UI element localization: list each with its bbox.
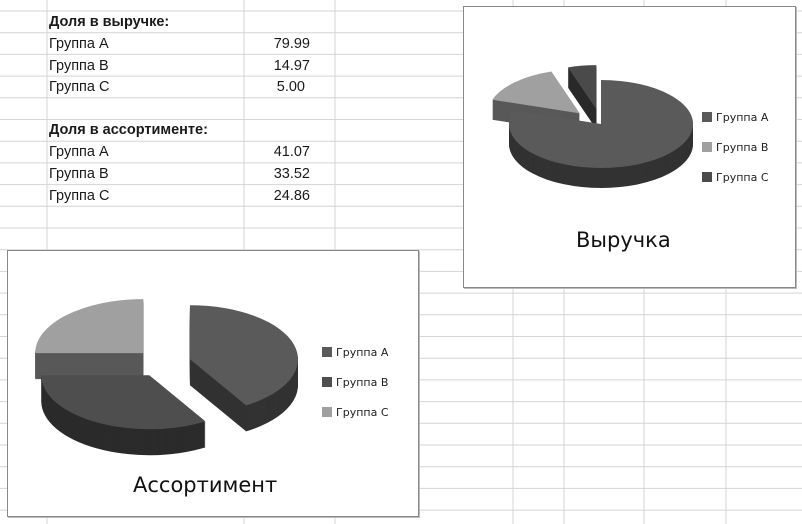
legend-swatch [702, 112, 712, 122]
assortment-value-c[interactable]: 24.86 [273, 188, 310, 204]
pie-slice-b[interactable] [492, 71, 580, 114]
legend-swatch [702, 142, 712, 152]
assortment-legend: Группа A Группа B Группа C [322, 337, 389, 427]
legend-label: Группа C [336, 405, 389, 419]
revenue-value-b[interactable]: 14.97 [273, 58, 310, 74]
assortment-chart[interactable]: Группа A Группа B Группа C Ассортимент [7, 250, 419, 517]
assortment-header[interactable]: Доля в ассортименте: [49, 122, 208, 138]
revenue-label-c[interactable]: Группа C [49, 79, 110, 95]
assortment-label-c[interactable]: Группа C [49, 188, 110, 204]
pie-slice-c[interactable] [35, 299, 144, 354]
legend-item-c: Группа C [702, 162, 769, 192]
legend-swatch [322, 407, 332, 417]
chart-title[interactable]: Ассортимент [133, 473, 278, 497]
legend-item-b: Группа B [702, 132, 769, 162]
legend-item-c: Группа C [322, 397, 389, 427]
revenue-pie [492, 65, 693, 188]
legend-label: Группа C [716, 170, 769, 184]
assortment-pie [35, 299, 298, 456]
pie-slice-a[interactable] [189, 305, 298, 406]
assortment-label-b[interactable]: Группа B [49, 166, 109, 182]
legend-label: Группа A [336, 345, 389, 359]
revenue-label-a[interactable]: Группа A [49, 36, 109, 52]
pie-slice-b[interactable] [41, 375, 206, 430]
legend-label: Группа B [716, 140, 769, 154]
revenue-label-b[interactable]: Группа B [49, 58, 109, 74]
chart-title[interactable]: Выручка [576, 228, 671, 252]
legend-swatch [322, 347, 332, 357]
legend-item-a: Группа A [322, 337, 389, 367]
revenue-chart[interactable]: Группа A Группа B Группа C Выручка [463, 6, 796, 288]
legend-item-a: Группа A [702, 102, 769, 132]
legend-item-b: Группа B [322, 367, 389, 397]
legend-swatch [322, 377, 332, 387]
assortment-label-a[interactable]: Группа A [49, 144, 109, 160]
revenue-legend: Группа A Группа B Группа C [702, 102, 769, 192]
pie-slice-c[interactable] [567, 65, 597, 110]
legend-label: Группа A [716, 110, 769, 124]
assortment-value-a[interactable]: 41.07 [273, 144, 310, 160]
revenue-value-c[interactable]: 5.00 [276, 79, 305, 95]
legend-label: Группа B [336, 375, 389, 389]
legend-swatch [702, 172, 712, 182]
pie-slice-a[interactable] [509, 80, 693, 168]
revenue-value-a[interactable]: 79.99 [273, 36, 310, 52]
assortment-value-b[interactable]: 33.52 [273, 166, 310, 182]
revenue-header[interactable]: Доля в выручке: [49, 14, 170, 30]
